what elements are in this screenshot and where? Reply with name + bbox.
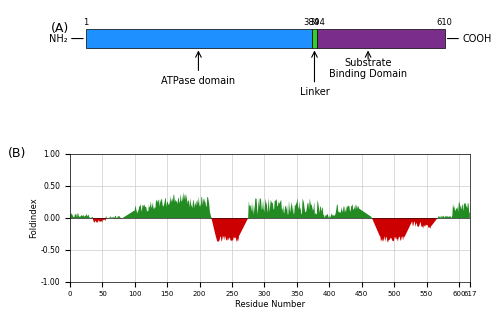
X-axis label: Residue Number: Residue Number — [235, 300, 305, 309]
Y-axis label: Foldindex: Foldindex — [29, 197, 38, 238]
Bar — [86, 29, 312, 48]
Bar — [318, 29, 444, 48]
Text: COOH: COOH — [462, 34, 492, 44]
Text: 394: 394 — [310, 18, 326, 27]
Text: NH₂: NH₂ — [49, 34, 68, 44]
Text: Substrate
Binding Domain: Substrate Binding Domain — [329, 58, 407, 79]
Text: 1: 1 — [84, 18, 88, 27]
Text: Linker: Linker — [300, 87, 330, 97]
Text: 610: 610 — [436, 18, 452, 27]
Bar — [312, 29, 318, 48]
Text: (B): (B) — [8, 147, 26, 160]
Text: 384: 384 — [304, 18, 320, 27]
Text: (A): (A) — [51, 22, 70, 35]
Text: ATPase domain: ATPase domain — [162, 76, 236, 86]
